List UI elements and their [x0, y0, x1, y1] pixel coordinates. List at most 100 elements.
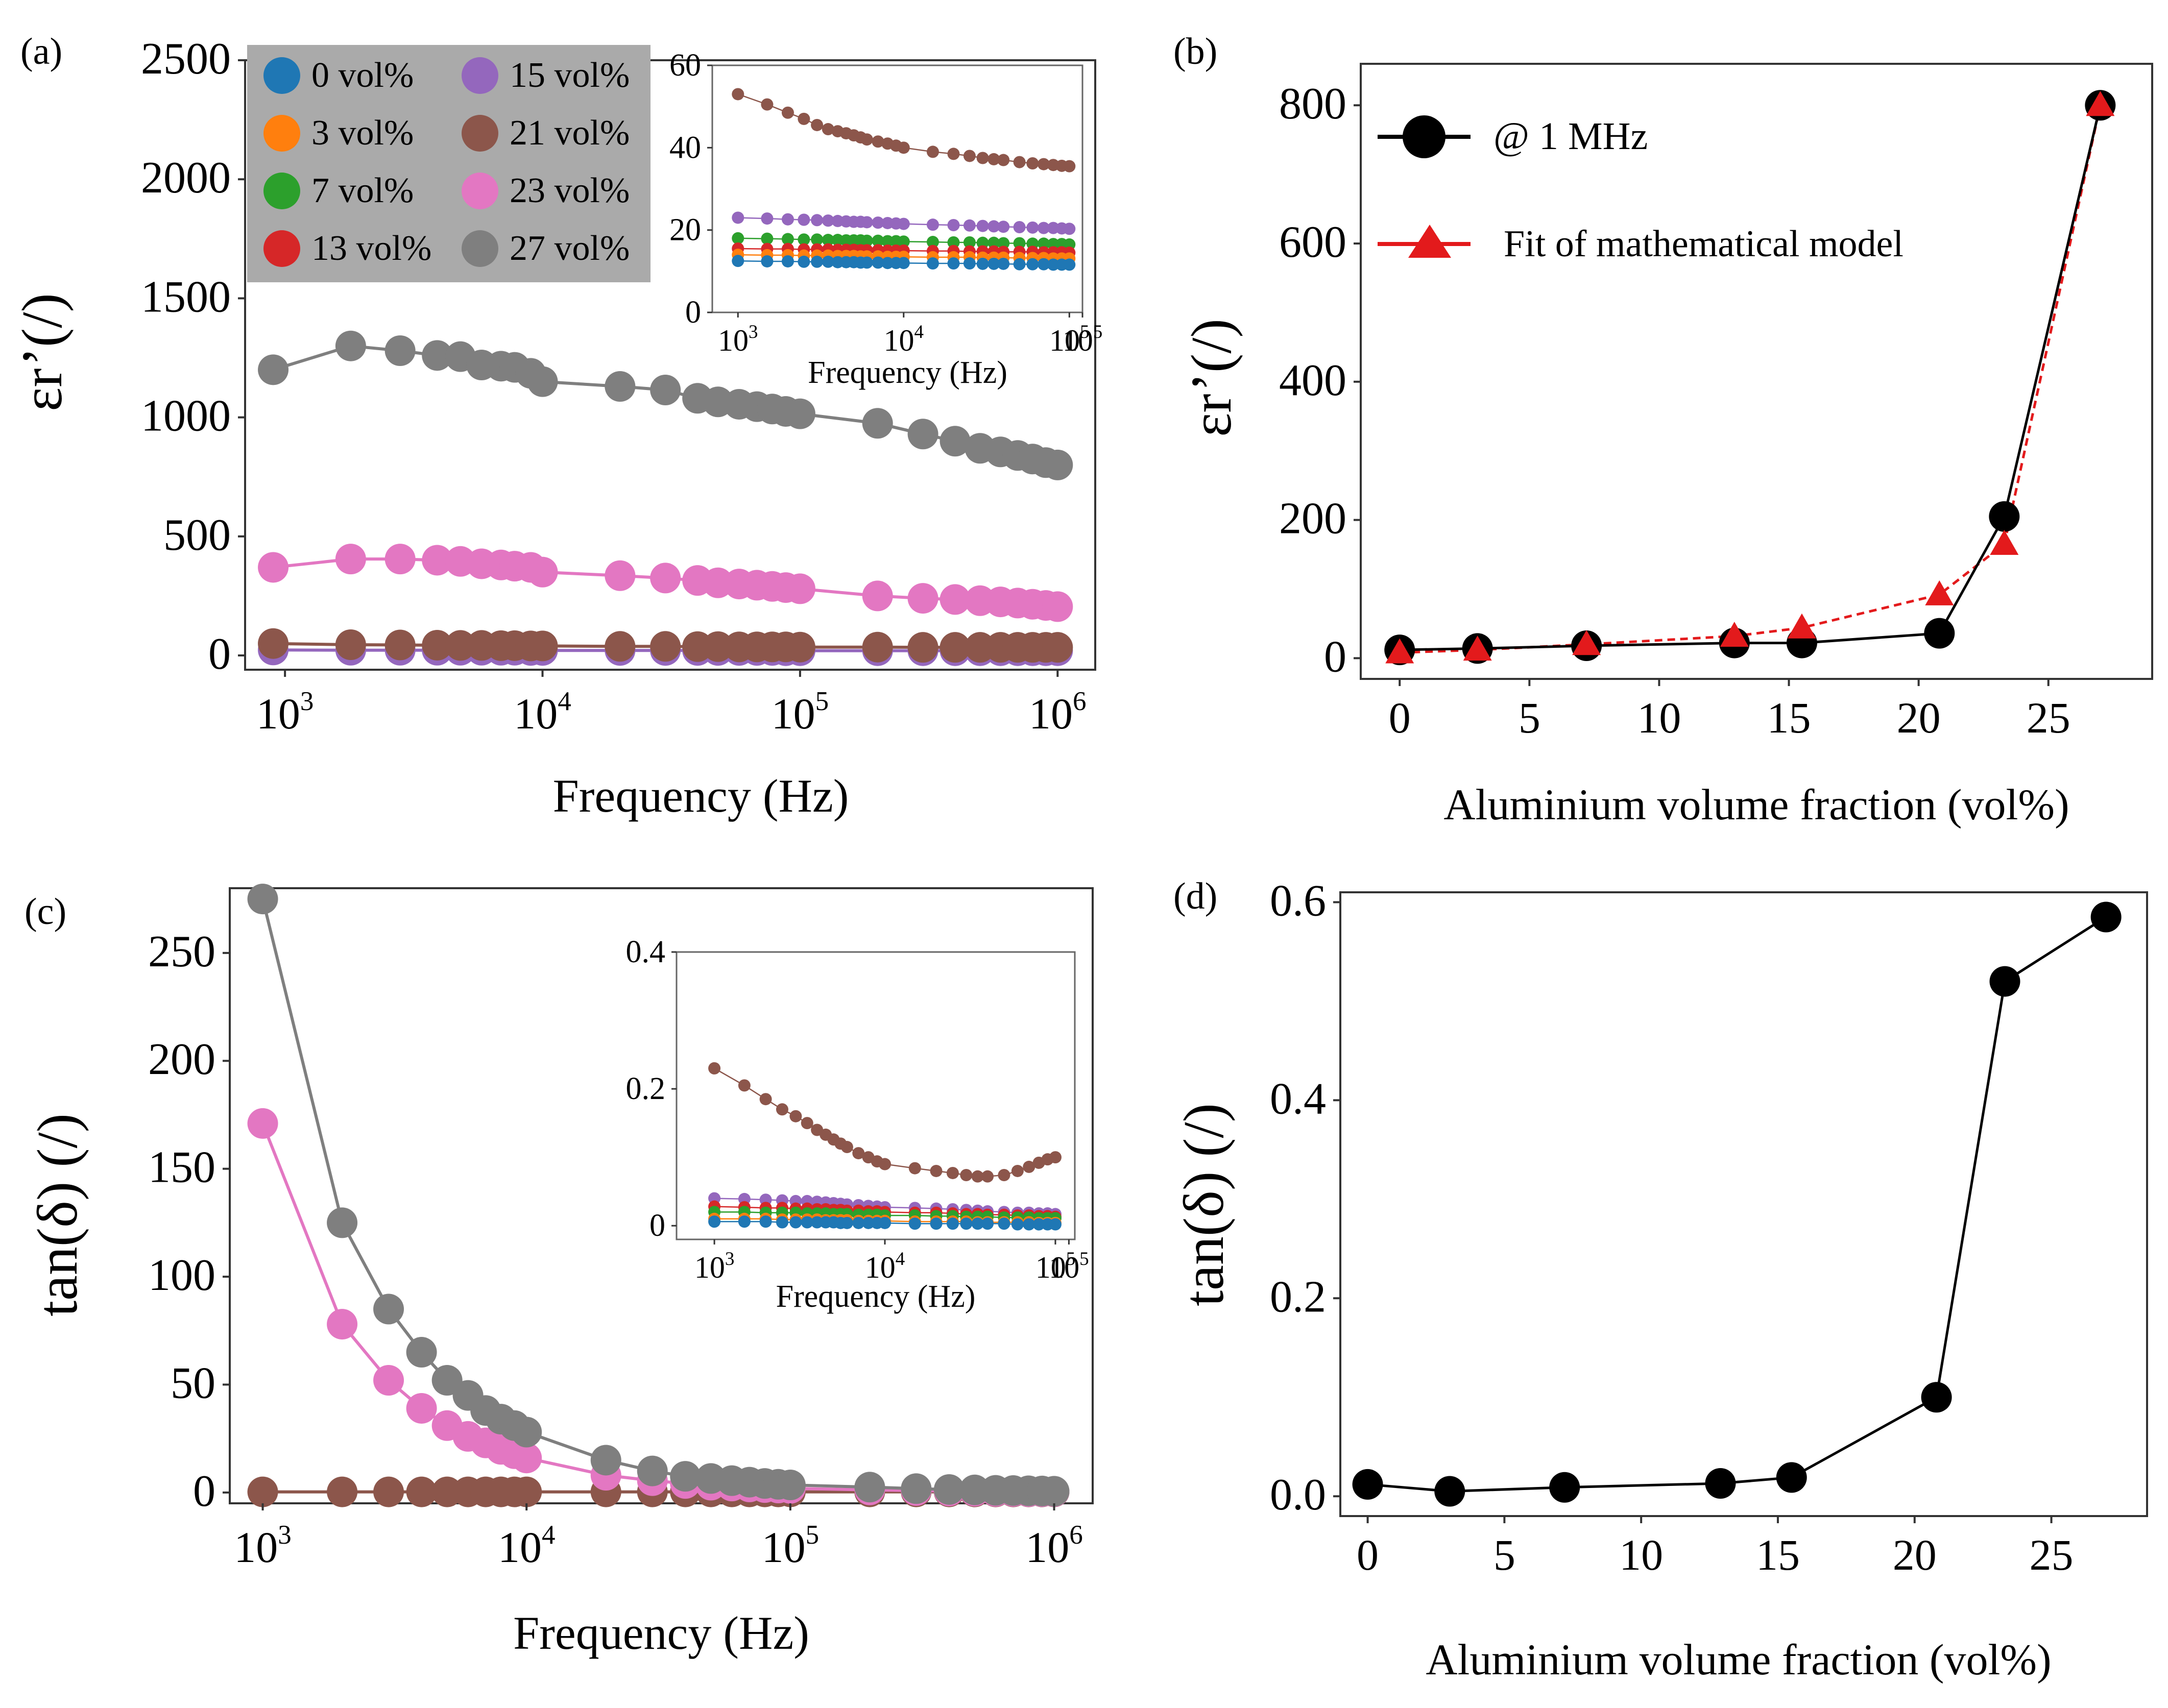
series-c-27-point [327, 1207, 358, 1238]
ytick-label-b: 600 [1279, 217, 1346, 267]
xtick-label-d: 20 [1893, 1530, 1937, 1579]
legend-label-a: 7 vol% [311, 171, 414, 210]
legend-label-a: 21 vol% [510, 113, 630, 153]
inset-c-21-point [1049, 1151, 1062, 1164]
series-a-21-point [784, 631, 815, 663]
inset-a-0-point [926, 257, 939, 270]
series-c-21-point [373, 1476, 404, 1507]
inset-ytick-label-a: 0 [685, 295, 701, 330]
inset-a-21-point [872, 135, 884, 148]
series-b-fit-point [1787, 613, 1816, 639]
series-a-23-point [784, 573, 815, 604]
inset-xtick-label-a: 105 [1049, 322, 1090, 357]
inset-c-21-point [801, 1117, 813, 1130]
series-a-27-point [605, 371, 636, 402]
inset-a-0-point [860, 256, 873, 269]
inset-a-21-point [926, 145, 939, 158]
inset-a-0-point [1063, 258, 1076, 271]
inset-a-21-point [761, 98, 774, 111]
inset-a-21-point [1026, 157, 1039, 169]
panel-label-c: (c) [25, 891, 66, 933]
series-c-27-point [247, 884, 278, 915]
series-b-fit-point [1720, 622, 1749, 647]
inset-c-21-point [776, 1103, 788, 1116]
xtick-label-d: 25 [2030, 1530, 2074, 1579]
legend-marker-a [263, 115, 300, 152]
inset-a-7-point [811, 233, 824, 246]
series-a-27-point [384, 335, 416, 367]
xtick-label-a: 103 [256, 687, 314, 738]
inset-a-0-point [872, 256, 884, 269]
tick-base: 10 [772, 689, 815, 738]
tick-base: 10 [1049, 1251, 1079, 1284]
inset-c-0-point [759, 1215, 772, 1228]
inset-c-21-point [960, 1168, 973, 1181]
inset-c-21-point [840, 1141, 853, 1154]
inset-c-21-point [759, 1093, 772, 1106]
inset-c-0-point [1049, 1218, 1062, 1231]
inset-a-21-point [1038, 158, 1050, 170]
plot-area-a [258, 330, 1073, 666]
inset-a-7-point [963, 236, 976, 249]
inset-c-0-point [738, 1215, 751, 1228]
tick-base: 10 [865, 1251, 896, 1284]
legend-label-b-measured: @ 1 MHz [1493, 115, 1648, 158]
series-a-21-point [445, 630, 476, 661]
tick-base: 10 [1025, 1523, 1069, 1572]
tick-exponent: 5 [1066, 1249, 1076, 1270]
inset-a-7-point [781, 233, 794, 246]
ylabel-a: εr’(/) [11, 293, 74, 411]
tick-exponent: 4 [896, 1249, 905, 1270]
xlabel-c: Frequency (Hz) [513, 1607, 809, 1659]
tick-exponent: 5 [815, 687, 829, 716]
series-d-point [2090, 901, 2122, 933]
xtick-label-a: 105 [772, 687, 829, 738]
legend-marker-a [462, 115, 498, 152]
legend-marker-b-measured [1403, 115, 1446, 158]
tick-exponent: 4 [542, 1520, 556, 1550]
inset-a-7-point [761, 232, 774, 245]
series-a-23-point [605, 560, 636, 591]
series-c-21-point [406, 1476, 437, 1507]
inset-a-0-point [1026, 258, 1039, 271]
inset-c-21-point [981, 1170, 994, 1183]
legend-label-a: 27 vol% [510, 229, 630, 268]
inset-a-0-point [1013, 258, 1026, 271]
ylabel-c: tan(δ) (/) [26, 1113, 89, 1316]
ytick-label-a: 1000 [141, 392, 231, 441]
inset-c-0-point [708, 1215, 721, 1228]
series-c-21-point [511, 1476, 542, 1507]
series-a-23-point [258, 552, 289, 583]
series-c-27-point [511, 1417, 542, 1448]
ytick-label-a: 500 [163, 510, 231, 560]
series-a-27-point [907, 419, 938, 450]
ytick-label-b: 200 [1279, 494, 1346, 544]
series-c-23-point [373, 1365, 404, 1396]
ytick-label-c: 100 [148, 1251, 215, 1300]
inset-a-7-point [732, 232, 744, 245]
ytick-label-c: 0 [193, 1467, 215, 1516]
tick-exponent: 3 [725, 1249, 735, 1270]
chart-d-loss-tangent-vs-volume-fraction: 0.0 0.2 0.4 0.6 0 5 10 15 20 25 Aluminium volume f… [1172, 876, 2148, 1684]
inset-a-15-point [963, 219, 976, 232]
legend-marker-a [263, 173, 300, 209]
inset-a-7-point [947, 236, 960, 249]
ytick-label-c: 150 [148, 1143, 215, 1192]
inset-c-21-point [879, 1158, 892, 1170]
xtick-label-c: 105 [762, 1520, 820, 1572]
series-a-23-point [1042, 591, 1073, 622]
inset-a-21-point [781, 106, 794, 119]
inset-c-0-point [852, 1216, 865, 1229]
inset-a-0-point [822, 255, 834, 268]
inset-frame-c [676, 951, 1076, 1240]
series-c-27-point [637, 1455, 668, 1486]
tick-base: 10 [718, 324, 749, 357]
xtick-label-c: 103 [234, 1520, 292, 1572]
xtick-label-b: 25 [2027, 693, 2070, 742]
inset-xtick-label-a: 104 [884, 322, 924, 357]
legend-label-a: 3 vol% [311, 113, 414, 153]
inset-a-0-point [761, 255, 774, 267]
inset-a-15-point [947, 218, 960, 231]
inset-a-15-point [860, 216, 873, 229]
inset-a-7-point [822, 234, 834, 247]
